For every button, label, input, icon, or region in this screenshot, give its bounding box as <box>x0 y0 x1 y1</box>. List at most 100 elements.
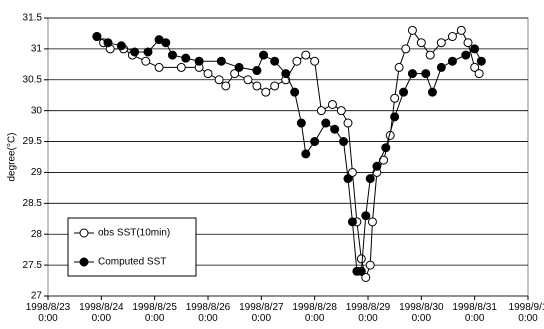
x-tick-label-line: 1998/8/29 <box>346 302 391 313</box>
data-point <box>167 50 177 60</box>
data-point <box>401 44 411 54</box>
data-point <box>347 217 357 227</box>
data-point <box>103 38 113 48</box>
y-tick-label: 29.5 <box>23 136 43 147</box>
y-tick-label: 31.5 <box>23 13 43 24</box>
data-point <box>310 137 320 147</box>
x-tick-label: 1998/8/25 0:00 <box>132 302 177 324</box>
data-point <box>463 38 473 48</box>
data-point <box>365 174 375 184</box>
y-tick-label: 28 <box>31 229 43 240</box>
data-point <box>367 217 377 227</box>
data-point <box>407 69 417 79</box>
x-tick-label: 1998/8/31 0:00 <box>452 302 497 324</box>
data-point <box>292 56 302 66</box>
data-point <box>436 38 446 48</box>
x-tick-label: 1998/8/29 0:00 <box>346 302 391 324</box>
data-point <box>372 161 382 171</box>
data-point <box>161 38 171 48</box>
x-tick-label-line: 0:00 <box>518 313 538 324</box>
x-tick-label-line: 1998/8/30 <box>399 302 444 313</box>
x-tick-label-line: 0:00 <box>358 313 378 324</box>
legend-marker <box>79 257 89 267</box>
data-point <box>456 25 466 35</box>
data-point <box>390 112 400 122</box>
data-point <box>181 53 191 63</box>
x-tick-label-line: 0:00 <box>92 313 112 324</box>
data-point <box>176 62 186 72</box>
data-point <box>361 211 371 221</box>
data-point <box>390 93 400 103</box>
x-tick-label: 1998/8/28 0:00 <box>292 302 337 324</box>
data-point <box>221 81 231 91</box>
data-point <box>281 69 291 79</box>
data-point <box>310 56 320 66</box>
data-point <box>361 272 371 282</box>
x-tick-label-line: 1998/8/24 <box>79 302 124 313</box>
legend-label: obs SST(10min) <box>98 228 170 239</box>
x-tick-label: 1998/8/24 0:00 <box>79 302 124 324</box>
data-point <box>347 167 357 177</box>
data-point <box>261 87 271 97</box>
data-point <box>321 118 331 128</box>
x-tick-label-line: 0:00 <box>252 313 272 324</box>
y-tick-label: 28.5 <box>23 198 43 209</box>
data-point <box>154 62 164 72</box>
data-point <box>301 149 311 159</box>
data-point <box>365 260 375 270</box>
x-tick-label-line: 0:00 <box>145 313 165 324</box>
y-tick-label: 30.5 <box>23 74 43 85</box>
x-tick-label-line: 0:00 <box>38 313 58 324</box>
data-point <box>470 62 480 72</box>
data-point <box>436 62 446 72</box>
data-point <box>427 87 437 97</box>
data-point <box>447 32 457 42</box>
data-point <box>356 266 366 276</box>
x-tick-label-line: 1998/8/23 <box>26 302 71 313</box>
legend-box <box>67 217 197 277</box>
data-point <box>421 69 431 79</box>
data-point <box>470 44 480 54</box>
data-point <box>214 75 224 85</box>
x-tick-label-line: 1998/8/27 <box>239 302 284 313</box>
x-tick-label-line: 1998/9/1 <box>509 302 544 313</box>
data-point <box>270 56 280 66</box>
data-point <box>381 143 391 153</box>
data-point <box>230 69 240 79</box>
data-point <box>252 66 262 76</box>
series-line <box>96 29 480 280</box>
data-point <box>447 56 457 66</box>
data-point <box>270 81 280 91</box>
data-point <box>425 50 435 60</box>
data-point <box>399 87 409 97</box>
x-tick-label-line: 0:00 <box>465 313 485 324</box>
data-point <box>476 56 486 66</box>
data-point <box>259 50 269 60</box>
data-point <box>234 62 244 72</box>
data-point <box>336 106 346 116</box>
x-tick-label: 1998/8/27 0:00 <box>239 302 284 324</box>
data-point <box>216 56 226 66</box>
data-point <box>92 32 102 42</box>
data-point <box>252 81 262 91</box>
legend-marker <box>79 228 89 238</box>
data-point <box>203 69 213 79</box>
data-point <box>290 87 300 97</box>
data-point <box>243 75 253 85</box>
data-point <box>416 38 426 48</box>
y-tick-label: 29 <box>31 167 43 178</box>
data-point <box>116 41 126 51</box>
data-point <box>461 50 471 60</box>
data-point <box>330 124 340 134</box>
data-point <box>141 56 151 66</box>
x-tick-label-line: 0:00 <box>198 313 218 324</box>
x-tick-label-line: 1998/8/31 <box>452 302 497 313</box>
y-tick-label: 27 <box>31 291 43 302</box>
data-point <box>327 99 337 109</box>
x-tick-label-line: 1998/8/25 <box>132 302 177 313</box>
legend-label: Computed SST <box>98 257 166 268</box>
x-tick-label-line: 0:00 <box>305 313 325 324</box>
data-point <box>130 47 140 57</box>
data-point <box>474 69 484 79</box>
